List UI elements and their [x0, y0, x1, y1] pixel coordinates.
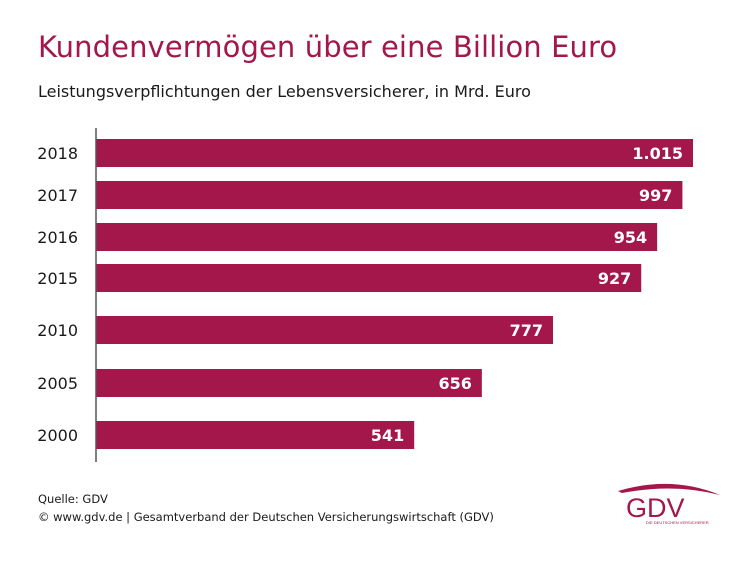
- bar-chart: 1.015 2018 997 2017 954 2016 927 2015 777 2010 656…: [37, 128, 693, 462]
- bar-value-label: 954: [614, 228, 647, 247]
- y-tick-label: 2005: [37, 374, 78, 393]
- y-tick-label: 2016: [37, 228, 78, 247]
- bar-value-label: 541: [371, 426, 404, 445]
- y-tick-label: 2015: [37, 269, 78, 288]
- bar-value-label: 777: [510, 321, 543, 340]
- y-tick-label: 2017: [37, 186, 78, 205]
- chart-subtitle: Leistungsverpflichtungen der Lebensversi…: [38, 82, 531, 101]
- y-tick-label: 2018: [37, 144, 78, 163]
- copyright-note: © www.gdv.de | Gesamtverband der Deutsch…: [38, 510, 494, 524]
- bar-value-label: 656: [438, 374, 471, 393]
- bar-2000: [96, 421, 415, 449]
- svg-text:GDV: GDV: [626, 493, 685, 523]
- bar-2010: [96, 316, 554, 344]
- chart-title: Kundenvermögen über eine Billion Euro: [38, 30, 618, 64]
- bar-2016: [96, 223, 658, 251]
- bar-2005: [96, 369, 482, 397]
- bar-value-label: 1.015: [632, 144, 683, 163]
- gdv-logo: GDV DIE DEUTSCHEN VERSICHERER: [618, 483, 720, 525]
- bar-2015: [96, 264, 642, 292]
- y-tick-label: 2010: [37, 321, 78, 340]
- footer: Quelle: GDV © www.gdv.de | Gesamtverband…: [38, 490, 494, 526]
- bar-2018: [96, 139, 693, 167]
- svg-text:DIE DEUTSCHEN VERSICHERER: DIE DEUTSCHEN VERSICHERER: [646, 520, 709, 525]
- source-note: Quelle: GDV: [38, 492, 108, 506]
- bar-value-label: 997: [639, 186, 672, 205]
- bar-value-label: 927: [598, 269, 631, 288]
- bar-2017: [96, 181, 683, 209]
- y-tick-label: 2000: [37, 426, 78, 445]
